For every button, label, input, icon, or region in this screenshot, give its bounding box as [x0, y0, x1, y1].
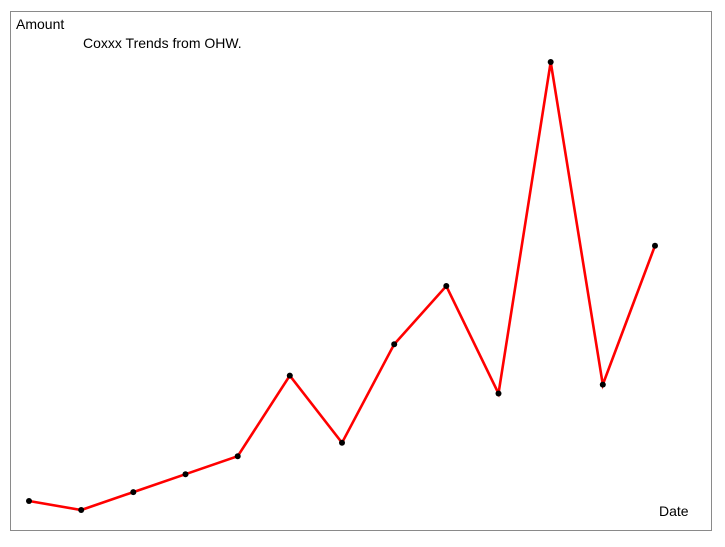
data-point — [339, 439, 345, 446]
data-point — [130, 489, 137, 496]
data-point — [599, 381, 606, 388]
data-point — [78, 507, 85, 513]
data-point — [182, 471, 189, 478]
data-point — [391, 341, 398, 348]
data-point — [652, 242, 658, 249]
data-point — [495, 390, 502, 397]
x-axis-label: Date — [659, 503, 689, 519]
y-axis-label: Amount — [16, 16, 65, 32]
data-point — [286, 372, 293, 379]
data-point — [234, 453, 241, 460]
data-point — [443, 283, 450, 289]
chart-frame — [10, 11, 712, 531]
data-point — [547, 59, 554, 65]
chart-title: Coxxx Trends from OHW. — [83, 35, 242, 51]
data-point — [26, 498, 32, 504]
